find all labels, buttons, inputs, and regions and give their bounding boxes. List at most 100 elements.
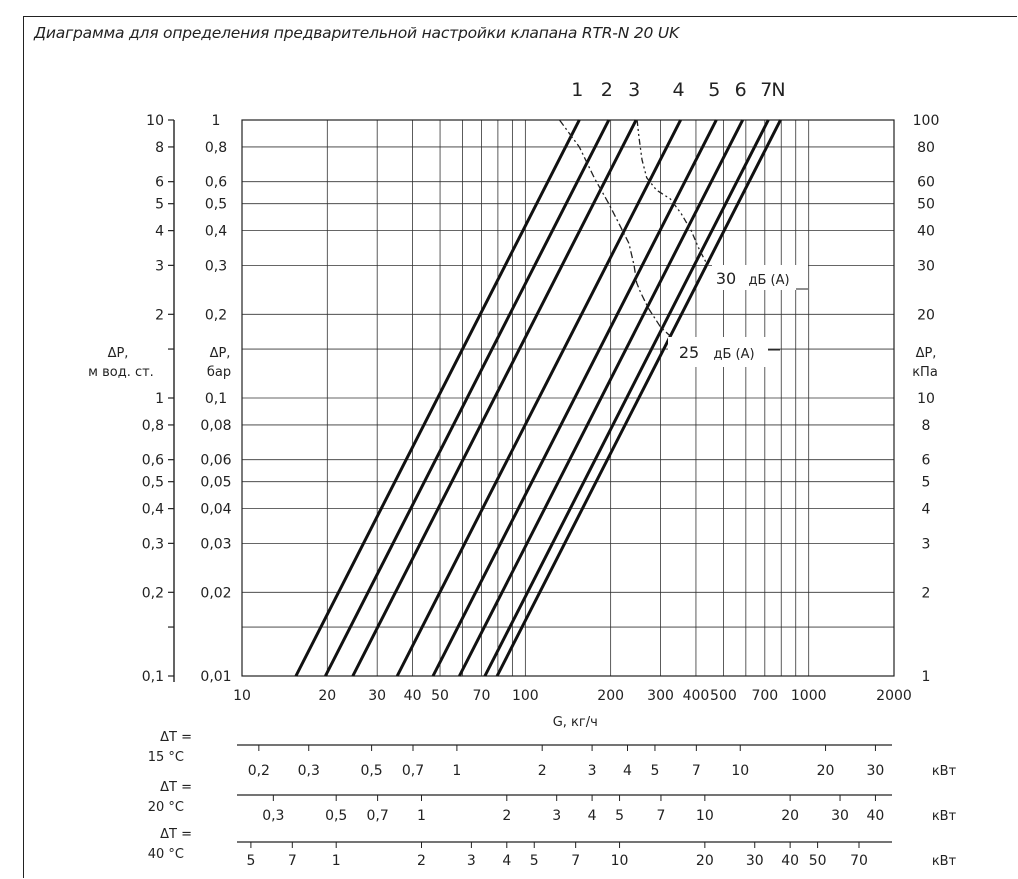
power-scale-label: ΔT =: [160, 730, 192, 745]
left-axis-tick-label: 8: [155, 140, 164, 156]
power-scale-tick-label: 10: [696, 808, 714, 824]
power-scale-tick-label: 3: [552, 808, 561, 824]
power-scale-tick-label: 5: [530, 853, 539, 869]
series-line-N: [495, 119, 782, 677]
power-scale-tick-label: 70: [850, 853, 868, 869]
bar-axis-tick-label: 0,8: [205, 140, 227, 156]
x-axis-label: G, кг/ч: [553, 715, 598, 730]
chart-frame: [23, 16, 1017, 878]
power-scale-tick-label: 4: [502, 853, 511, 869]
kpa-axis-tick-label: 30: [917, 258, 935, 274]
power-scale-tick-label: 50: [809, 853, 827, 869]
noise-label-bg-25: [668, 337, 768, 367]
bar-axis-tick-label: 0,2: [205, 307, 227, 323]
bar-axis-tick-label: 0,4: [205, 224, 227, 240]
kpa-axis-label: ΔP,: [916, 346, 937, 361]
kpa-axis-tick-label: 3: [922, 536, 931, 552]
bar-axis-tick-label: 0,05: [200, 475, 231, 491]
bar-axis-tick-label: 0,5: [205, 197, 227, 213]
series-line-4: [395, 119, 682, 677]
power-scale-tick-label: 20: [696, 853, 714, 869]
left-axis-tick-label: 0,2: [142, 585, 164, 601]
power-scale-unit: кВт: [932, 809, 957, 824]
power-scale-tick-label: 5: [615, 808, 624, 824]
noise-curve-30: [636, 119, 709, 266]
left-axis-tick-label: 0,1: [142, 669, 164, 685]
noise-label-value-25: 25: [679, 343, 699, 362]
left-axis-tick-label: 2: [155, 307, 164, 323]
noise-label-unit-30: дБ (А): [748, 273, 789, 288]
kpa-axis-tick-label: 2: [922, 585, 931, 601]
bar-axis-tick-label: 0,6: [205, 175, 227, 191]
power-scale-tick-label: 4: [623, 763, 632, 779]
series-line-5: [431, 119, 718, 677]
bar-axis-tick-label: 0,01: [200, 669, 231, 685]
x-axis-tick-label: 70: [473, 688, 491, 704]
x-axis-tick-label: 40: [404, 688, 422, 704]
power-scale-tick-label: 1: [452, 763, 461, 779]
bar-axis-tick-label: 0,3: [205, 258, 227, 274]
series-line-6: [458, 119, 745, 677]
power-scale-tick-label: 0,2: [248, 763, 270, 779]
power-scale-tick-label: 3: [467, 853, 476, 869]
power-scale-tick-label: 7: [288, 853, 297, 869]
power-scale-label: 40 °C: [148, 847, 184, 862]
bar-axis-tick-label: 0,06: [200, 453, 231, 469]
x-axis-tick-label: 500: [710, 688, 737, 704]
x-axis-tick-label: 30: [368, 688, 386, 704]
power-scale-tick-label: 0,5: [325, 808, 347, 824]
left-axis-tick-label: 6: [155, 175, 164, 191]
bar-axis-tick-label: 0,03: [200, 536, 231, 552]
power-scale-tick-label: 30: [746, 853, 764, 869]
kpa-axis-tick-label: 8: [922, 418, 931, 434]
power-scale-tick-label: 3: [588, 763, 597, 779]
bar-axis-label: бар: [207, 365, 231, 380]
power-scale-tick-label: 1: [332, 853, 341, 869]
power-scale-tick-label: 0,5: [360, 763, 382, 779]
kpa-axis-tick-label: 5: [922, 475, 931, 491]
bar-axis-tick-label: 0,08: [200, 418, 231, 434]
series-line-1: [294, 119, 581, 677]
left-axis-tick-label: 3: [155, 258, 164, 274]
power-scale-tick-label: 0,7: [402, 763, 424, 779]
kpa-axis-tick-label: 80: [917, 140, 935, 156]
power-scale-tick-label: 4: [588, 808, 597, 824]
left-axis-tick-label: 0,4: [142, 502, 164, 518]
kpa-axis-tick-label: 4: [922, 502, 931, 518]
left-axis-tick-label: 0,8: [142, 418, 164, 434]
bar-axis-label: ΔP,: [210, 346, 231, 361]
power-scale-tick-label: 2: [502, 808, 511, 824]
series-label-6: 6: [735, 79, 747, 101]
x-axis-tick-label: 10: [233, 688, 251, 704]
x-axis-tick-label: 200: [597, 688, 624, 704]
power-scale-tick-label: 40: [867, 808, 885, 824]
power-scale-tick-label: 30: [867, 763, 885, 779]
power-scale-tick-label: 20: [817, 763, 835, 779]
power-scale-tick-label: 5: [650, 763, 659, 779]
power-scale-label: 20 °C: [148, 800, 184, 815]
power-scale-tick-label: 0,3: [262, 808, 284, 824]
x-axis-tick-label: 50: [431, 688, 449, 704]
power-scale-tick-label: 1: [417, 808, 426, 824]
left-axis-tick-label: 0,5: [142, 475, 164, 491]
left-axis-tick-label: 4: [155, 224, 164, 240]
power-scale-tick-label: 0,7: [366, 808, 388, 824]
power-scale-tick-label: 20: [781, 808, 799, 824]
power-scale-tick-label: 2: [417, 853, 426, 869]
x-axis-tick-label: 700: [751, 688, 778, 704]
series-label-5: 5: [708, 79, 720, 101]
kpa-axis-tick-label: 6: [922, 453, 931, 469]
kpa-axis-label: кПа: [912, 365, 938, 380]
series-line-7: [483, 119, 770, 677]
left-axis-tick-label: 1: [155, 391, 164, 407]
power-scale-label: 15 °C: [148, 750, 184, 765]
kpa-axis-tick-label: 40: [917, 224, 935, 240]
power-scale-tick-label: 0,3: [298, 763, 320, 779]
noise-label-bg-30: [712, 265, 808, 290]
kpa-axis-tick-label: 50: [917, 197, 935, 213]
power-scale-label: ΔT =: [160, 780, 192, 795]
series-line-2: [324, 119, 611, 677]
power-scale-tick-label: 2: [538, 763, 547, 779]
kpa-axis-tick-label: 60: [917, 175, 935, 191]
